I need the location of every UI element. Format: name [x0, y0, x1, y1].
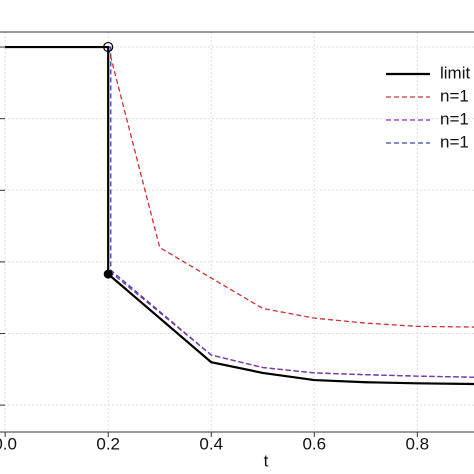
series-line [5, 45, 474, 386]
filled-point [103, 269, 113, 279]
x-tick-label: 0.8 [406, 434, 430, 453]
x-axis-label: t [264, 451, 269, 470]
x-tick-label: 0.6 [302, 434, 326, 453]
legend-label: n=1 [440, 86, 469, 105]
x-tick-label: 0.4 [199, 434, 223, 453]
legend-label: n=1 [440, 132, 469, 151]
series-line [5, 46, 474, 328]
x-tick-label: 0.2 [96, 434, 120, 453]
legend-label: limit [440, 63, 470, 82]
open-point [103, 41, 114, 53]
x-tick-label: 0.0 [0, 434, 17, 453]
legend-label: n=1 [440, 109, 469, 128]
